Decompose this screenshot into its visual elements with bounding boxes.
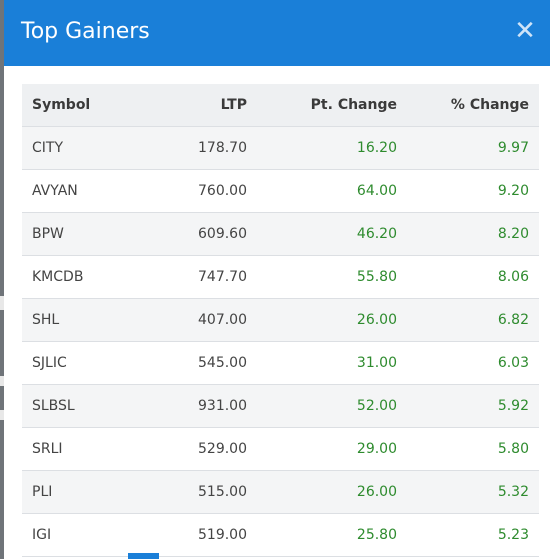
ltp-cell: 931.00 (137, 384, 257, 428)
pt-change-cell: 16.20 (257, 126, 407, 170)
symbol-cell: SJLIC (22, 341, 137, 385)
background-page-edge (0, 0, 6, 559)
ltp-cell: 515.00 (137, 470, 257, 514)
column-header-ltp[interactable]: LTP (137, 84, 257, 127)
table-row[interactable]: CITY 178.70 16.20 9.97 (22, 126, 539, 170)
pct-change-cell: 5.80 (407, 427, 539, 471)
symbol-cell: SHL (22, 298, 137, 342)
pct-change-cell: 9.97 (407, 126, 539, 170)
table-row[interactable]: KMCDB 747.70 55.80 8.06 (22, 255, 539, 299)
column-header-symbol[interactable]: Symbol (22, 84, 137, 127)
symbol-cell: KMCDB (22, 255, 137, 299)
pct-change-cell: 8.06 (407, 255, 539, 299)
symbol-cell: PLI (22, 470, 137, 514)
ltp-cell: 760.00 (137, 169, 257, 213)
background-fragment (0, 296, 4, 310)
ltp-cell: 545.00 (137, 341, 257, 385)
table-header-row: Symbol LTP Pt. Change % Change (22, 84, 539, 127)
pt-change-cell: 52.00 (257, 384, 407, 428)
pct-change-cell: 5.32 (407, 470, 539, 514)
horizontal-scrollbar-thumb[interactable] (128, 553, 159, 559)
modal-header: Top Gainers ✕ (4, 0, 550, 66)
table-row[interactable]: SRLI 529.00 29.00 5.80 (22, 427, 539, 471)
background-fragment (0, 376, 4, 386)
ltp-cell: 529.00 (137, 427, 257, 471)
table-row[interactable]: PLI 515.00 26.00 5.32 (22, 470, 539, 514)
table-row[interactable]: SJLIC 545.00 31.00 6.03 (22, 341, 539, 385)
column-header-pct-change[interactable]: % Change (407, 84, 539, 127)
table-row[interactable]: IGI 519.00 25.80 5.23 (22, 513, 539, 557)
pct-change-cell: 5.92 (407, 384, 539, 428)
table-row[interactable]: BPW 609.60 46.20 8.20 (22, 212, 539, 256)
pt-change-cell: 29.00 (257, 427, 407, 471)
symbol-cell: SRLI (22, 427, 137, 471)
symbol-cell: BPW (22, 212, 137, 256)
pt-change-cell: 26.00 (257, 470, 407, 514)
symbol-cell: CITY (22, 126, 137, 170)
pt-change-cell: 31.00 (257, 341, 407, 385)
pt-change-cell: 25.80 (257, 513, 407, 557)
modal-title: Top Gainers (21, 19, 150, 44)
symbol-cell: AVYAN (22, 169, 137, 213)
gainers-table: Symbol LTP Pt. Change % Change CITY 178.… (22, 84, 539, 557)
background-fragment (0, 410, 4, 420)
pt-change-cell: 55.80 (257, 255, 407, 299)
ltp-cell: 178.70 (137, 126, 257, 170)
ltp-cell: 609.60 (137, 212, 257, 256)
close-icon[interactable]: ✕ (514, 16, 536, 46)
pct-change-cell: 5.23 (407, 513, 539, 557)
table-row[interactable]: SHL 407.00 26.00 6.82 (22, 298, 539, 342)
ltp-cell: 519.00 (137, 513, 257, 557)
pct-change-cell: 9.20 (407, 169, 539, 213)
pt-change-cell: 64.00 (257, 169, 407, 213)
ltp-cell: 407.00 (137, 298, 257, 342)
ltp-cell: 747.70 (137, 255, 257, 299)
pt-change-cell: 26.00 (257, 298, 407, 342)
pct-change-cell: 6.82 (407, 298, 539, 342)
table-row[interactable]: AVYAN 760.00 64.00 9.20 (22, 169, 539, 213)
pt-change-cell: 46.20 (257, 212, 407, 256)
symbol-cell: SLBSL (22, 384, 137, 428)
top-gainers-modal: Top Gainers ✕ Symbol LTP Pt. Change % Ch… (4, 0, 550, 559)
column-header-pt-change[interactable]: Pt. Change (257, 84, 407, 127)
pct-change-cell: 8.20 (407, 212, 539, 256)
pct-change-cell: 6.03 (407, 341, 539, 385)
table-row[interactable]: SLBSL 931.00 52.00 5.92 (22, 384, 539, 428)
symbol-cell: IGI (22, 513, 137, 557)
